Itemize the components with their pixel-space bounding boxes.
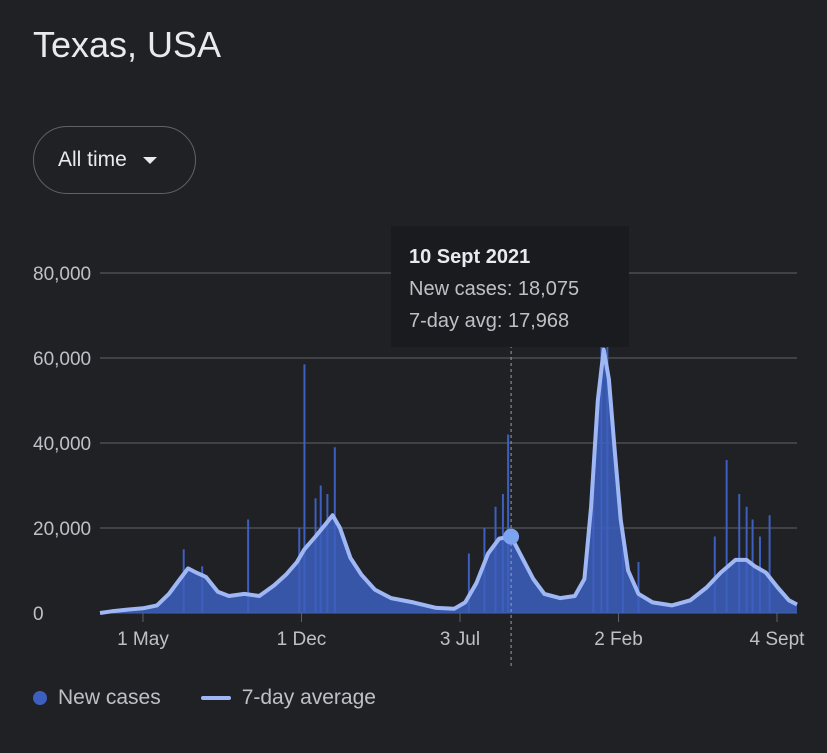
page-title: Texas, USA <box>33 24 222 65</box>
chart-tooltip: 10 Sept 2021 New cases: 18,075 7-day avg… <box>391 226 629 347</box>
time-range-value: All time <box>58 148 127 171</box>
legend-average: 7-day average <box>241 686 376 709</box>
new-cases-area <box>100 349 797 613</box>
x-tick-label: 2 Feb <box>594 629 643 650</box>
x-tick-label: 3 Jul <box>440 629 480 650</box>
tooltip-new-cases: New cases: 18,075 <box>409 278 580 300</box>
y-tick-label: 20,000 <box>33 519 91 540</box>
tooltip-date: 10 Sept 2021 <box>409 246 531 268</box>
cases-chart[interactable]: 0 20,000 40,000 60,000 80,000 1 May 1 Dec 3 Ju… <box>0 0 827 680</box>
legend-new-cases: New cases <box>58 686 161 709</box>
time-range-dropdown[interactable]: All time <box>33 126 196 194</box>
chevron-down-icon <box>142 156 157 164</box>
tooltip-average: 7-day avg: 17,968 <box>409 310 570 332</box>
hover-point[interactable] <box>503 528 520 545</box>
seven-day-average-line <box>99 347 798 615</box>
average-legend-icon <box>200 696 231 700</box>
x-tick-label: 1 Dec <box>277 629 327 650</box>
new-cases-legend-icon <box>33 691 47 705</box>
y-tick-label: 80,000 <box>33 264 91 285</box>
chart-legend: New cases 7-day average <box>33 686 376 710</box>
chart-grid: 0 20,000 40,000 60,000 80,000 <box>33 264 797 625</box>
x-axis: 1 May 1 Dec 3 Jul 2 Feb 4 Sept <box>117 613 805 650</box>
y-tick-label: 60,000 <box>33 349 91 370</box>
y-tick-label: 40,000 <box>33 434 91 455</box>
x-tick-label: 4 Sept <box>750 629 806 650</box>
x-tick-label: 1 May <box>117 629 169 650</box>
y-tick-label: 0 <box>33 604 44 625</box>
